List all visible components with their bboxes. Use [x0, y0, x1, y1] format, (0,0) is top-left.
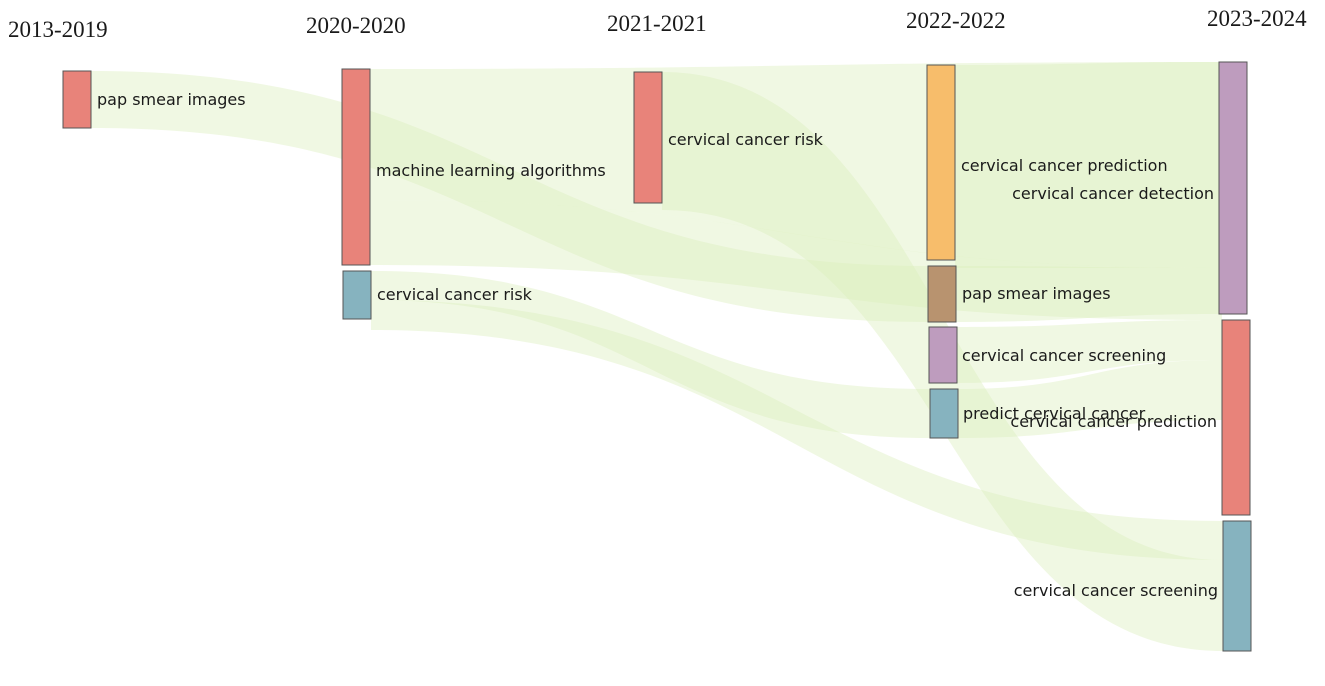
- flow-n6-n9: [956, 266, 1219, 322]
- node-label-n9: cervical cancer detection: [1012, 184, 1214, 203]
- labels-layer: pap smear images machine learning algorit…: [97, 90, 1218, 600]
- node-label-n8: predict cervical cancer: [963, 404, 1146, 423]
- node-label-n4: cervical cancer risk: [668, 130, 824, 149]
- flow-n2-n10: [370, 200, 1222, 320]
- flow-n7-n10: [957, 320, 1222, 383]
- node-label-n6: pap smear images: [962, 284, 1111, 303]
- node-label-n3: cervical cancer risk: [377, 285, 533, 304]
- node-label-n5: cervical cancer prediction: [961, 156, 1168, 175]
- node-label-n2: machine learning algorithms: [376, 161, 606, 180]
- node-label-n11: cervical cancer screening: [1014, 581, 1218, 600]
- period-label-2023-2024: 2023-2024: [1207, 6, 1307, 31]
- node-n4[interactable]: [633, 71, 663, 204]
- node-label-n1: pap smear images: [97, 90, 246, 109]
- period-label-2022-2022: 2022-2022: [906, 8, 1006, 33]
- nodes-layer: [62, 61, 1252, 652]
- node-label-n7: cervical cancer screening: [962, 346, 1166, 365]
- node-n8[interactable]: [929, 388, 959, 439]
- node-n7[interactable]: [928, 326, 958, 384]
- node-n9[interactable]: [1218, 61, 1248, 315]
- node-n6[interactable]: [927, 265, 957, 323]
- flows-layer: [91, 62, 1223, 651]
- node-n2[interactable]: [341, 68, 371, 266]
- period-label-2013-2019: 2013-2019: [8, 17, 108, 42]
- node-n11[interactable]: [1222, 520, 1252, 652]
- node-n5[interactable]: [926, 64, 956, 261]
- period-label-2021-2021: 2021-2021: [607, 11, 707, 36]
- flow-n8-n10: [958, 360, 1222, 438]
- period-label-2020-2020: 2020-2020: [306, 13, 406, 38]
- node-n1[interactable]: [62, 70, 92, 129]
- flow-n3-n11: [371, 300, 1223, 560]
- flow-n5-n9: [955, 62, 1219, 268]
- node-n10[interactable]: [1221, 319, 1251, 516]
- node-label-n10: cervical cancer prediction: [1010, 412, 1217, 431]
- flow-n2-n9: [370, 62, 1219, 268]
- flow-n1-n6: [91, 71, 928, 322]
- node-n3[interactable]: [342, 270, 372, 320]
- flow-n3-n8: [371, 271, 930, 438]
